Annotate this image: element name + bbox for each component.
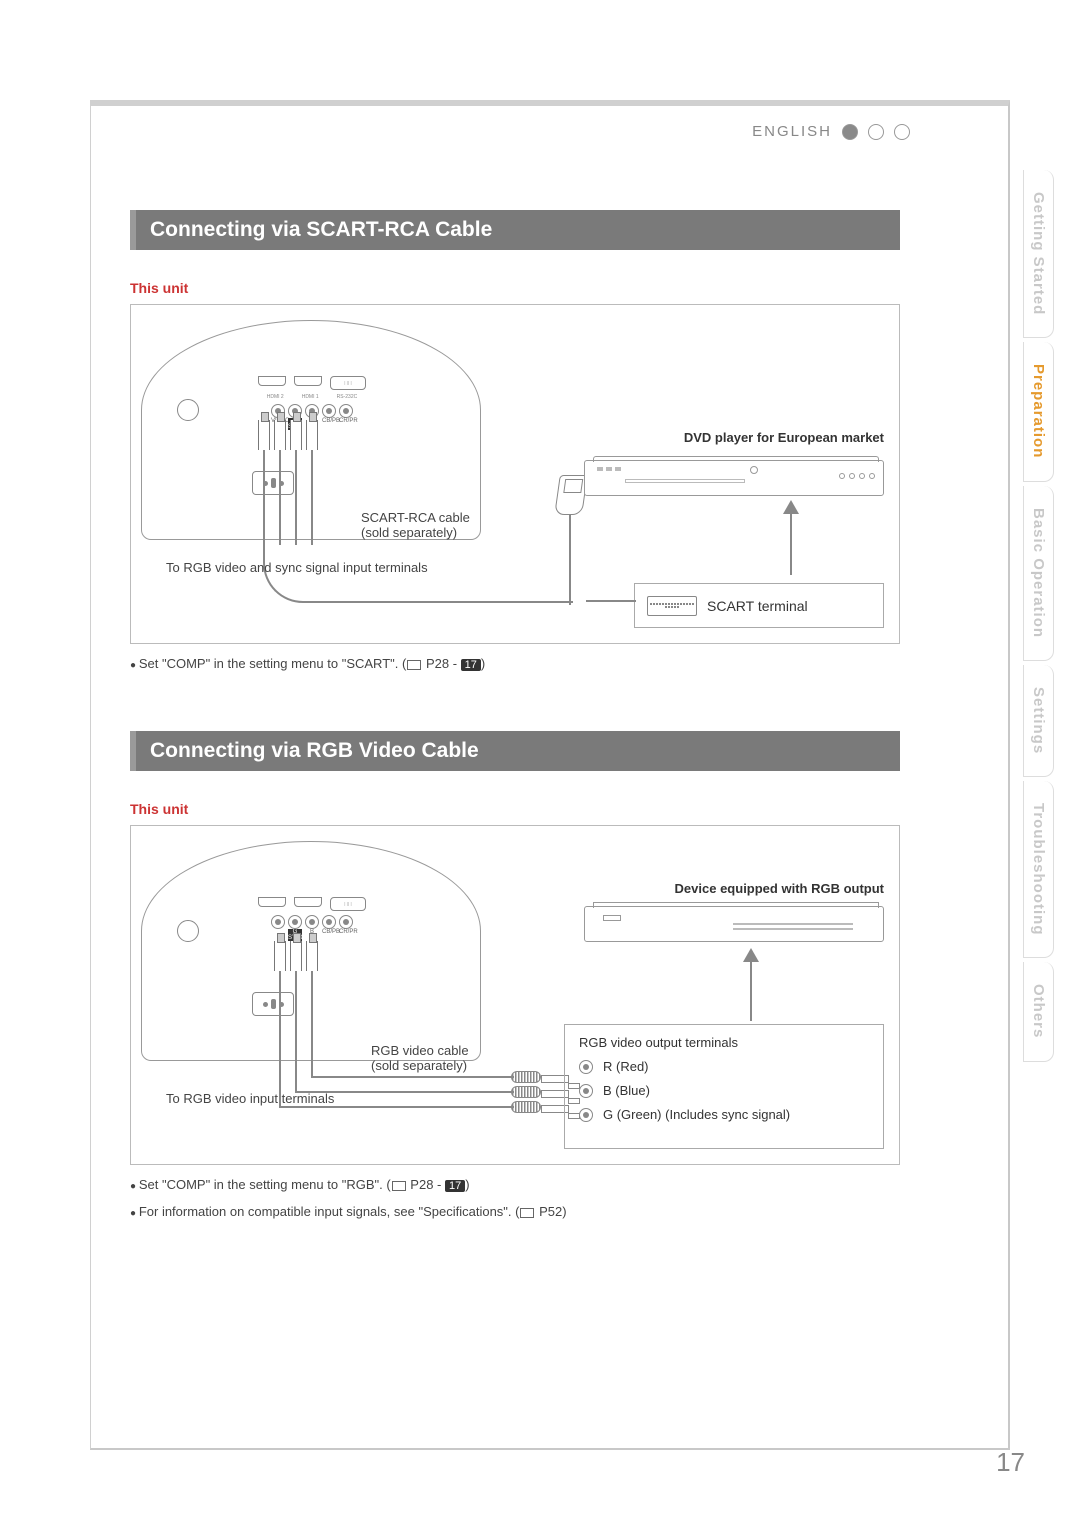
cable-plug [290, 941, 302, 971]
lang-dot [894, 124, 910, 140]
language-bar: ENGLISH [130, 119, 910, 144]
cable-plug [274, 420, 286, 450]
port-lbl: CB/PB [322, 929, 336, 941]
cable-name: RGB video cable(sold separately) [371, 1043, 469, 1073]
note-2b: For information on compatible input sign… [130, 1204, 900, 1219]
lang-dot [868, 124, 884, 140]
cable-plug [290, 420, 302, 450]
language-label: ENGLISH [752, 123, 832, 140]
arrow-icon [783, 500, 799, 514]
ref-badge: 17 [461, 659, 481, 671]
book-icon [407, 660, 421, 670]
dvd-player [584, 460, 884, 496]
lang-dot-active [842, 124, 858, 140]
port-lbl: CR/PR [339, 929, 353, 941]
g-label: G (Green) (Includes sync signal) [603, 1107, 790, 1122]
rca-icon [579, 1060, 593, 1074]
book-icon [392, 1181, 406, 1191]
tab-preparation: Preparation [1023, 342, 1054, 481]
terminal-label: To RGB video and sync signal input termi… [166, 560, 428, 575]
rca-icon [579, 1084, 593, 1098]
hdmi-port [294, 376, 322, 386]
tab-settings: Settings [1023, 665, 1054, 777]
cable-plug [306, 941, 318, 971]
cable-plug [306, 420, 318, 450]
page-number: 17 [996, 1447, 1025, 1478]
cable [311, 450, 313, 545]
rgb-output-box: RGB video output terminals R (Red) B (Bl… [564, 1024, 884, 1149]
rs232-port: ∷∷ [330, 376, 366, 390]
this-unit-label-1: This unit [130, 280, 900, 296]
port-lbl: HDMI 1 [302, 394, 319, 400]
this-unit-label-2: This unit [130, 801, 900, 817]
section1-header: Connecting via SCART-RCA Cable [130, 210, 900, 250]
cable-plug [258, 420, 270, 450]
rca-port [322, 404, 336, 418]
cable-path [586, 600, 636, 602]
cable [279, 450, 281, 545]
rca-port [339, 404, 353, 418]
rgb-device-label: Device equipped with RGB output [675, 881, 884, 896]
arrow-stem [750, 961, 752, 1021]
port-lbl: RS-232C [337, 394, 358, 400]
rca-port [339, 915, 353, 929]
arrow-stem [790, 513, 792, 575]
port-lbl: CB/PB [322, 418, 336, 430]
dvd-label: DVD player for European market [684, 430, 884, 445]
rs232-port: ∷∷ [330, 897, 366, 911]
cable-path [311, 1076, 514, 1078]
scart-terminal-label: SCART terminal [707, 598, 808, 614]
cable-path [279, 1106, 514, 1108]
rca-port [322, 915, 336, 929]
r-label: R (Red) [603, 1059, 649, 1074]
tab-basic-operation: Basic Operation [1023, 486, 1054, 661]
cable [279, 971, 281, 1106]
rca-icon [579, 1108, 593, 1122]
note-1: Set "COMP" in the setting menu to "SCART… [130, 656, 900, 671]
b-label: B (Blue) [603, 1083, 650, 1098]
tab-troubleshooting: Troubleshooting [1023, 781, 1054, 959]
terminal-label: To RGB video input terminals [166, 1091, 334, 1106]
diagram-rgb: ∷∷ GSYNC B CB/PB CR/PR [130, 825, 900, 1165]
arrow-icon [743, 948, 759, 962]
hdmi-port [258, 376, 286, 386]
section2-header: Connecting via RGB Video Cable [130, 731, 900, 771]
rca-port [288, 915, 302, 929]
hdmi-port [294, 897, 322, 907]
rca-port [305, 915, 319, 929]
book-icon [520, 1208, 534, 1218]
svideo-port [177, 920, 199, 942]
cable-plug [274, 941, 286, 971]
cable [263, 450, 265, 545]
rgb-device [584, 906, 884, 942]
port-lbl: HDMI 2 [267, 394, 284, 400]
power-inlet [252, 471, 294, 495]
diagram-scart: ∷∷ HDMI 2 HDMI 1 RS-232C VIDEO GSYNC [130, 304, 900, 644]
tab-getting-started: Getting Started [1023, 170, 1054, 338]
cable-name: SCART-RCA cable (sold separately) [361, 510, 470, 540]
scart-connector-icon [647, 596, 697, 616]
rgb-out-label: RGB video output terminals [579, 1035, 869, 1050]
ref-badge: 17 [445, 1180, 465, 1192]
power-inlet [252, 992, 294, 1016]
cable [295, 450, 297, 545]
port-lbl: CR/PR [339, 418, 353, 430]
cable [311, 971, 313, 1076]
note-2a: Set "COMP" in the setting menu to "RGB".… [130, 1177, 900, 1192]
side-tabs: Getting Started Preparation Basic Operat… [1023, 170, 1063, 1066]
scart-terminal-box: SCART terminal [634, 583, 884, 628]
tab-others: Others [1023, 962, 1054, 1061]
svideo-port [177, 399, 199, 421]
hdmi-port [258, 897, 286, 907]
cable [295, 971, 297, 1091]
rca-port [271, 915, 285, 929]
main-content: Connecting via SCART-RCA Cable This unit… [130, 210, 900, 1219]
